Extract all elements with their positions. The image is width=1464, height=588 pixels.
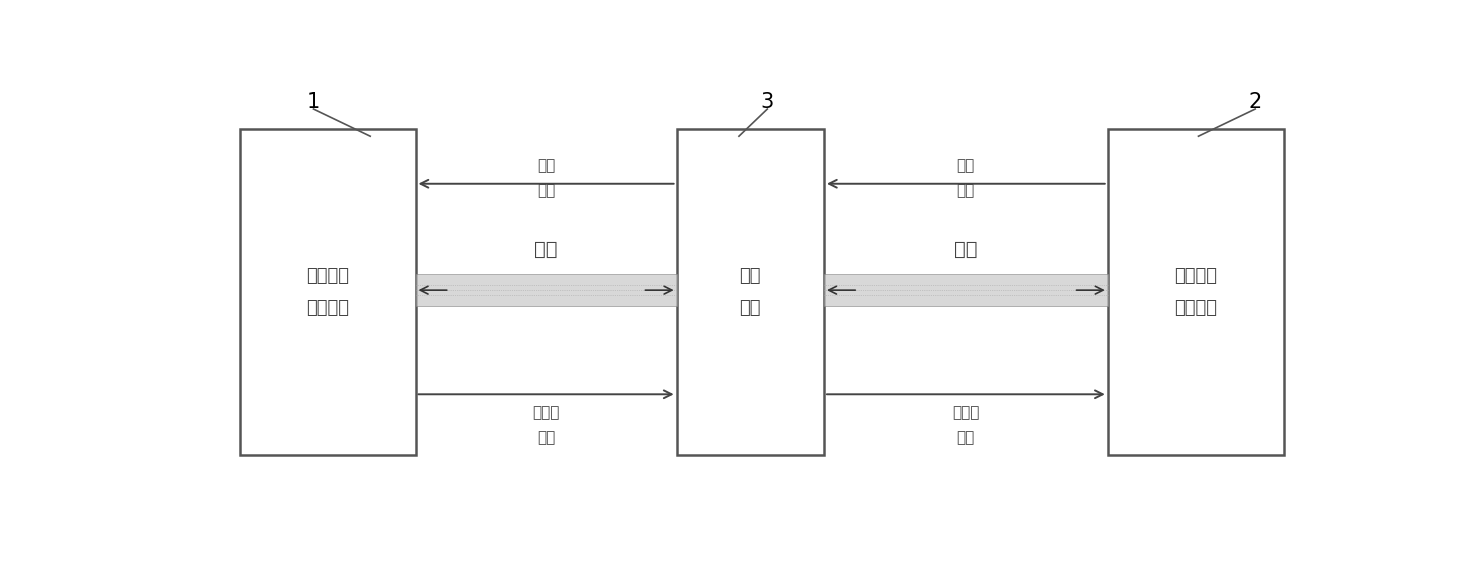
Text: 机械暂态
仿真单元: 机械暂态 仿真单元 — [306, 268, 348, 318]
Text: 1: 1 — [307, 92, 321, 112]
Text: 转矩: 转矩 — [957, 183, 975, 198]
Text: 电磁: 电磁 — [957, 158, 975, 173]
Text: 3: 3 — [761, 92, 774, 112]
Text: 转速: 转速 — [537, 430, 555, 445]
Text: 步长: 步长 — [534, 240, 558, 259]
Text: 电磁: 电磁 — [537, 158, 555, 173]
Bar — [676, 129, 824, 455]
Text: 转矩: 转矩 — [537, 183, 555, 198]
Bar — [416, 274, 676, 306]
Bar — [1108, 129, 1284, 455]
Text: 步长: 步长 — [955, 240, 978, 259]
Text: 传动轴: 传动轴 — [533, 405, 559, 420]
Bar — [824, 274, 1108, 306]
Bar — [240, 129, 416, 455]
Text: 转速: 转速 — [957, 430, 975, 445]
Text: 电气暂态
仿真单元: 电气暂态 仿真单元 — [1174, 268, 1217, 318]
Text: 2: 2 — [1249, 92, 1262, 112]
Text: 传动轴: 传动轴 — [952, 405, 979, 420]
Text: 接口
模块: 接口 模块 — [739, 268, 761, 318]
